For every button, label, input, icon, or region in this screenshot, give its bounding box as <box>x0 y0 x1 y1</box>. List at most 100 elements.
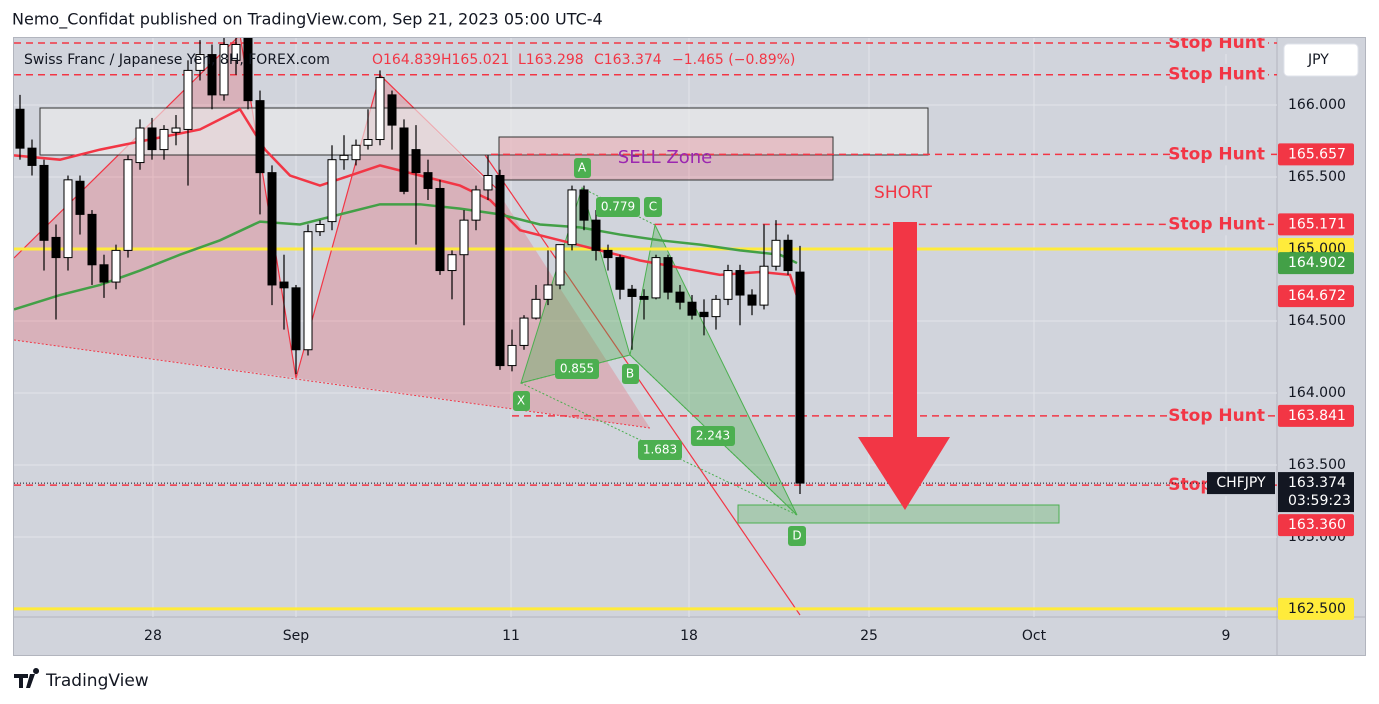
candle-body <box>567 189 577 246</box>
candle-body <box>387 94 397 126</box>
candle-body <box>327 159 337 223</box>
candle-body <box>63 179 73 259</box>
point-label: D <box>792 529 801 543</box>
short-label: SHORT <box>874 183 933 203</box>
candle-body <box>699 311 709 318</box>
candle-body <box>375 77 385 141</box>
candle-body <box>555 244 565 286</box>
y-tick-label: 163.500 <box>1288 457 1346 473</box>
candle-body <box>495 175 505 367</box>
candle-body <box>447 254 457 272</box>
candle-body <box>615 257 625 290</box>
candle-body <box>135 127 145 164</box>
price-tag-label: 165.171 <box>1288 216 1346 232</box>
level-text-bg <box>1170 404 1268 427</box>
level-text-bg <box>1170 38 1268 55</box>
candle-body <box>123 159 133 251</box>
candle-body <box>759 265 769 306</box>
ohlc-high: H165.021 <box>441 52 509 68</box>
price-tag <box>1278 514 1354 537</box>
short-arrow <box>858 222 950 510</box>
candle-body <box>147 127 157 151</box>
candle-body <box>87 213 97 266</box>
candle-body <box>315 223 325 233</box>
countdown: 03:59:23 <box>1288 493 1351 509</box>
candle-body <box>279 281 289 289</box>
price-tag-label: 163.360 <box>1288 517 1346 533</box>
x-tick-label: 25 <box>860 628 878 644</box>
candle-body <box>795 271 805 484</box>
candle-body <box>435 187 445 272</box>
ratio-label: 2.243 <box>696 429 730 443</box>
price-tag <box>1278 213 1354 236</box>
publisher: Nemo_Confidat published on TradingView.c… <box>12 10 603 30</box>
candle-body <box>423 172 433 189</box>
legend: Swiss Franc / Japanese Yen, 8H, FOREX.co… <box>24 52 795 68</box>
candle-body <box>639 295 649 300</box>
pattern-line <box>14 339 651 429</box>
candle-body <box>735 270 745 296</box>
symbol-tag-label: CHFJPY <box>1216 475 1266 491</box>
candle-body <box>531 298 541 319</box>
level-text: Stop Hunt <box>1168 406 1265 426</box>
ratio-label: 1.683 <box>643 443 677 457</box>
candle-body <box>267 172 277 286</box>
candles <box>15 38 805 495</box>
point-label: B <box>626 367 634 381</box>
price-tag <box>1278 252 1354 275</box>
axes: 166.000165.500165.000164.500164.000163.5… <box>144 97 1354 644</box>
point-box <box>644 197 662 217</box>
price-tag <box>1278 597 1354 620</box>
candle-body <box>783 239 793 272</box>
moving-average <box>14 107 799 297</box>
candle-body <box>159 128 169 151</box>
brand: TradingView <box>45 671 149 691</box>
price-tag <box>1278 404 1354 427</box>
brand-logo <box>14 668 40 688</box>
candle-body <box>255 100 265 174</box>
trend-line <box>484 154 801 616</box>
level-text-bg <box>1170 143 1268 166</box>
x-tick-label: 9 <box>1222 628 1231 644</box>
price-tag <box>1278 143 1354 166</box>
point-box <box>622 364 639 384</box>
price-tag-label: 163.841 <box>1288 408 1346 424</box>
ratio-box <box>638 440 682 460</box>
candle-body <box>483 175 493 191</box>
candle-body <box>579 189 589 221</box>
candle-body <box>399 127 409 192</box>
price-tag-label: 165.657 <box>1288 146 1346 162</box>
sell-zone <box>498 136 834 181</box>
currency[interactable]: JPY <box>1307 52 1329 68</box>
sell-zone-label: SELL Zone <box>618 147 712 168</box>
price-tag-label: 162.500 <box>1288 601 1346 617</box>
candle-body <box>75 180 85 215</box>
last-price-tag <box>1278 472 1354 513</box>
y-tick-label: 164.000 <box>1288 385 1346 401</box>
level-text: Stop Hunt <box>1168 33 1265 53</box>
candle-body <box>627 288 637 297</box>
symbol-tag <box>1207 472 1275 495</box>
level-text: Stop Hunt <box>1168 65 1265 85</box>
moving-average <box>14 203 798 311</box>
ohlc-close: C163.374 <box>594 52 662 68</box>
level-text-bg <box>1170 63 1268 86</box>
y-tick-label: 164.500 <box>1288 313 1346 329</box>
annotations: SELL Zone SHORT 0.779 0.855 2.243 1.683 … <box>513 147 950 546</box>
x-tick-label: Oct <box>1022 628 1047 644</box>
candle-body <box>195 54 205 71</box>
currency-button[interactable] <box>1283 43 1359 77</box>
candle-body <box>243 38 253 102</box>
x-tick-label: 28 <box>144 628 162 644</box>
pattern-area <box>296 75 650 428</box>
ohlc-low: L163.298 <box>518 52 584 68</box>
symbol-title: Swiss Franc / Japanese Yen, 8H, FOREX.co… <box>24 52 330 68</box>
price-tag-label: 164.672 <box>1288 288 1346 304</box>
candle-body <box>771 239 781 267</box>
candle-body <box>171 127 181 133</box>
level-text: Stop Hunt <box>1168 214 1265 234</box>
y-tick-label: 165.500 <box>1288 169 1346 185</box>
point-box <box>513 391 530 411</box>
level-text-bg <box>1170 213 1268 236</box>
candle-body <box>51 236 61 259</box>
